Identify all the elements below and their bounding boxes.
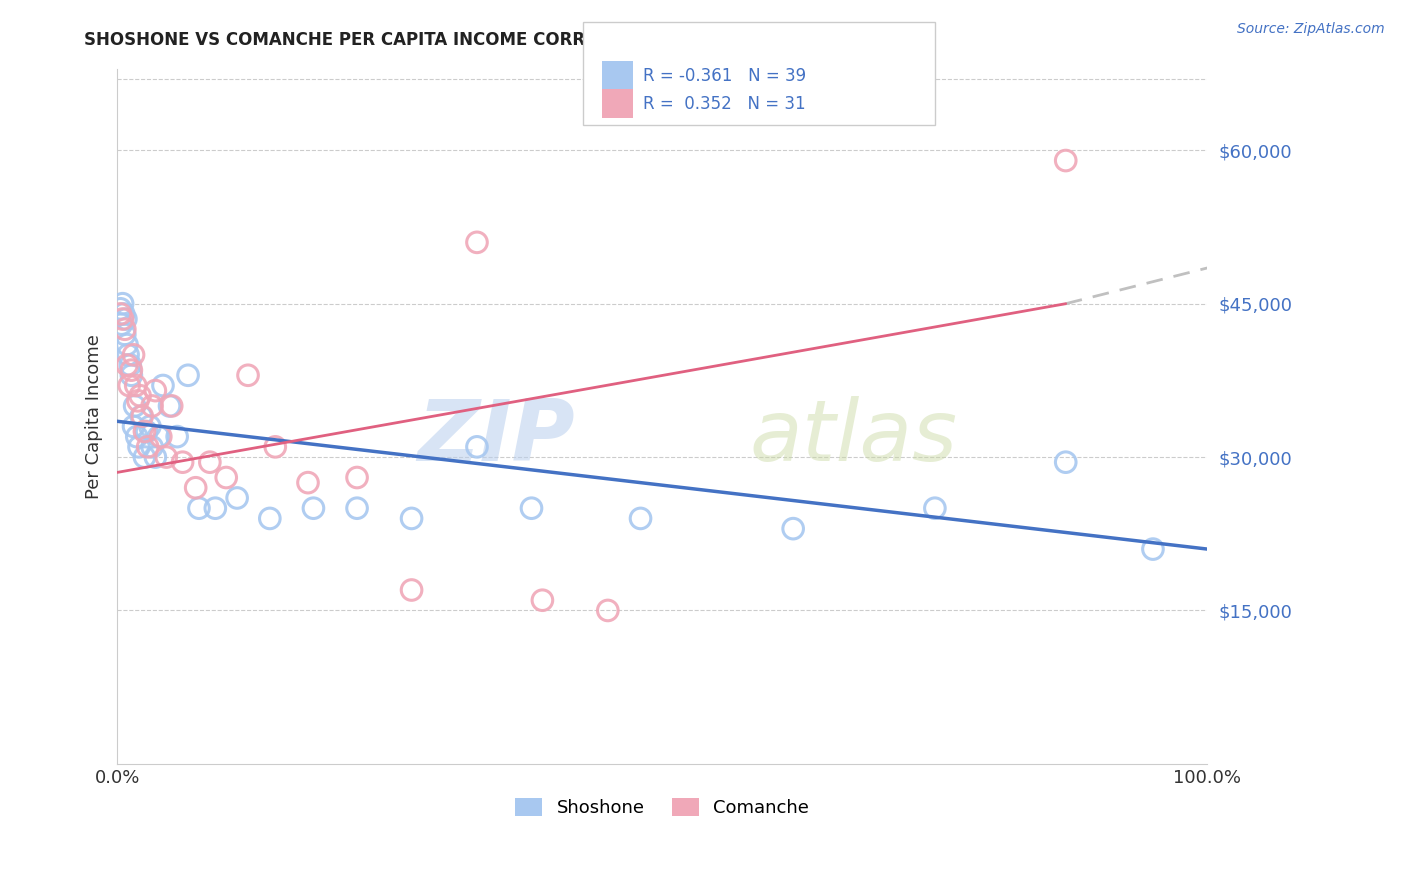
Point [346,501,368,516]
Point [204,501,226,516]
Point [115,337,138,351]
Point [122,419,145,434]
Point [115,358,138,372]
Text: R = -0.361   N = 39: R = -0.361 N = 39 [643,67,806,85]
Point [236,368,259,383]
Point [128,440,150,454]
Point [125,378,148,392]
Point [226,491,249,505]
Point [114,327,136,342]
Text: R =  0.352   N = 31: R = 0.352 N = 31 [643,95,806,113]
Point [139,419,162,434]
Point [124,399,146,413]
Point [1054,455,1077,469]
Point [129,389,152,403]
Point [188,501,211,516]
Point [141,440,163,454]
Point [401,511,423,525]
Point [143,450,166,464]
Point [152,378,174,392]
Point [111,312,134,326]
Point [120,363,142,377]
Point [259,511,281,525]
Point [520,501,543,516]
Point [141,399,163,413]
Point [115,312,138,326]
Point [118,378,141,392]
Point [924,501,946,516]
Point [401,582,423,597]
Point [148,429,170,443]
Point [114,322,136,336]
Point [129,409,152,424]
Point [159,399,181,413]
Point [531,593,554,607]
Point [131,409,153,424]
Point [465,440,488,454]
Point [302,501,325,516]
Text: atlas: atlas [749,395,957,478]
Point [630,511,652,525]
Point [112,307,135,321]
Point [134,450,156,464]
Point [596,603,619,617]
Point [172,455,194,469]
Point [782,522,804,536]
Y-axis label: Per Capita Income: Per Capita Income [86,334,103,499]
Point [346,470,368,484]
Point [122,348,145,362]
Point [184,481,207,495]
Text: ZIP: ZIP [418,395,575,478]
Point [166,429,188,443]
Point [1054,153,1077,168]
Point [110,317,132,331]
Point [155,450,177,464]
Point [120,358,142,372]
Point [198,455,221,469]
Text: SHOSHONE VS COMANCHE PER CAPITA INCOME CORRELATION CHART: SHOSHONE VS COMANCHE PER CAPITA INCOME C… [84,31,733,49]
Point [177,368,200,383]
Point [215,470,238,484]
Point [465,235,488,250]
Text: Source: ZipAtlas.com: Source: ZipAtlas.com [1237,22,1385,37]
Legend: Shoshone, Comanche: Shoshone, Comanche [508,790,817,824]
Point [117,348,139,362]
Point [111,296,134,310]
Point [1142,542,1164,557]
Point [110,301,132,316]
Point [135,425,157,439]
Point [149,429,172,443]
Point [134,425,156,439]
Point [143,384,166,398]
Point [264,440,287,454]
Point [297,475,319,490]
Point [160,399,183,413]
Point [136,440,159,454]
Point [110,307,132,321]
Point [120,368,142,383]
Point [127,393,149,408]
Point [125,429,148,443]
